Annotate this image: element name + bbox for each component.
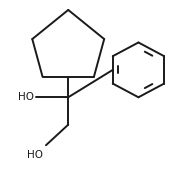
Text: HO: HO <box>27 151 43 160</box>
Text: HO: HO <box>18 92 34 102</box>
